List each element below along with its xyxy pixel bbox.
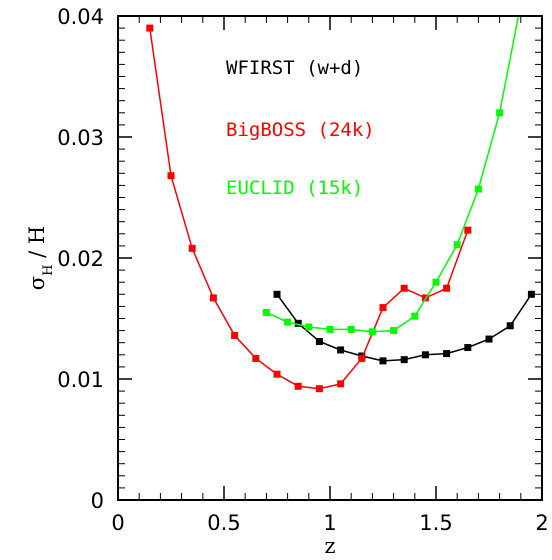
- y-tick-label: 0: [91, 489, 104, 513]
- data-point-wfirst-w-d: [506, 322, 514, 330]
- data-point-bigboss-24k: [337, 380, 345, 388]
- y-axis-title: σH / H: [25, 226, 56, 290]
- data-point-euclid-15k: [305, 323, 313, 331]
- data-point-wfirst-w-d: [485, 335, 493, 343]
- data-point-wfirst-w-d: [421, 351, 429, 359]
- series-line-bigboss-24k: [149, 27, 469, 390]
- series-wfirst-w-d: [273, 290, 535, 365]
- data-point-euclid-15k: [390, 327, 398, 335]
- x-tick-label: 1.5: [419, 511, 452, 535]
- data-point-euclid-15k: [326, 325, 334, 333]
- y-tick-label: 0.01: [57, 368, 104, 392]
- data-point-bigboss-24k: [252, 354, 260, 362]
- data-point-wfirst-w-d: [294, 319, 302, 327]
- data-point-wfirst-w-d: [337, 346, 345, 354]
- legend-entry-euclid-15k: EUCLID (15k): [226, 177, 363, 199]
- data-point-bigboss-24k: [379, 304, 387, 312]
- y-axis-title-base: σ: [25, 276, 49, 290]
- data-point-bigboss-24k: [188, 244, 196, 252]
- x-axis-title: z: [324, 534, 335, 558]
- data-point-wfirst-w-d: [273, 290, 281, 298]
- data-point-euclid-15k: [284, 318, 292, 326]
- legend-entry-wfirst-w-d: WFIRST (w+d): [226, 57, 363, 79]
- data-point-wfirst-w-d: [400, 356, 408, 364]
- data-point-euclid-15k: [474, 185, 482, 193]
- ticks-layer: 0 0.5 1 1.5 2 0 0.01 0.02 0.03 0.04: [57, 5, 548, 535]
- data-point-bigboss-24k: [209, 294, 217, 302]
- data-point-wfirst-w-d: [315, 337, 323, 345]
- data-point-wfirst-w-d: [527, 290, 535, 298]
- series-bigboss-24k: [146, 24, 472, 393]
- data-point-wfirst-w-d: [464, 344, 472, 352]
- x-tick-label: 0: [111, 511, 124, 535]
- data-point-bigboss-24k: [146, 24, 154, 32]
- legend-entry-bigboss-24k: BigBOSS (24k): [226, 119, 375, 141]
- data-point-wfirst-w-d: [379, 357, 387, 365]
- data-point-bigboss-24k: [294, 382, 302, 390]
- y-tick-label: 0.04: [57, 5, 104, 29]
- data-point-euclid-15k: [368, 328, 376, 336]
- legend: WFIRST (w+d) BigBOSS (24k) EUCLID (15k): [226, 57, 375, 199]
- y-tick-label: 0.02: [57, 247, 104, 271]
- data-point-euclid-15k: [496, 109, 504, 117]
- data-point-bigboss-24k: [400, 284, 408, 292]
- data-point-bigboss-24k: [315, 385, 323, 393]
- series-euclid-15k: [262, 0, 524, 336]
- x-tick-label: 2: [535, 511, 548, 535]
- data-point-wfirst-w-d: [443, 350, 451, 358]
- data-point-euclid-15k: [432, 278, 440, 286]
- data-point-bigboss-24k: [231, 331, 239, 339]
- series-line-euclid-15k: [266, 16, 520, 333]
- plot-frame: [117, 15, 543, 501]
- x-tick-label: 0.5: [207, 511, 240, 535]
- data-point-euclid-15k: [411, 312, 419, 320]
- data-point-bigboss-24k: [464, 226, 472, 234]
- data-point-euclid-15k: [262, 308, 270, 316]
- data-point-bigboss-24k: [358, 354, 366, 362]
- data-point-euclid-15k: [347, 325, 355, 333]
- y-tick-label: 0.03: [57, 126, 104, 150]
- data-point-bigboss-24k: [443, 284, 451, 292]
- y-axis-title-sub: H: [41, 265, 56, 276]
- data-point-bigboss-24k: [273, 370, 281, 378]
- data-point-bigboss-24k: [167, 172, 175, 180]
- y-axis-title-rest: / H: [25, 226, 49, 265]
- data-point-euclid-15k: [517, 0, 524, 7]
- x-tick-label: 1: [323, 511, 336, 535]
- data-point-euclid-15k: [453, 241, 461, 249]
- series-layer: [146, 0, 535, 393]
